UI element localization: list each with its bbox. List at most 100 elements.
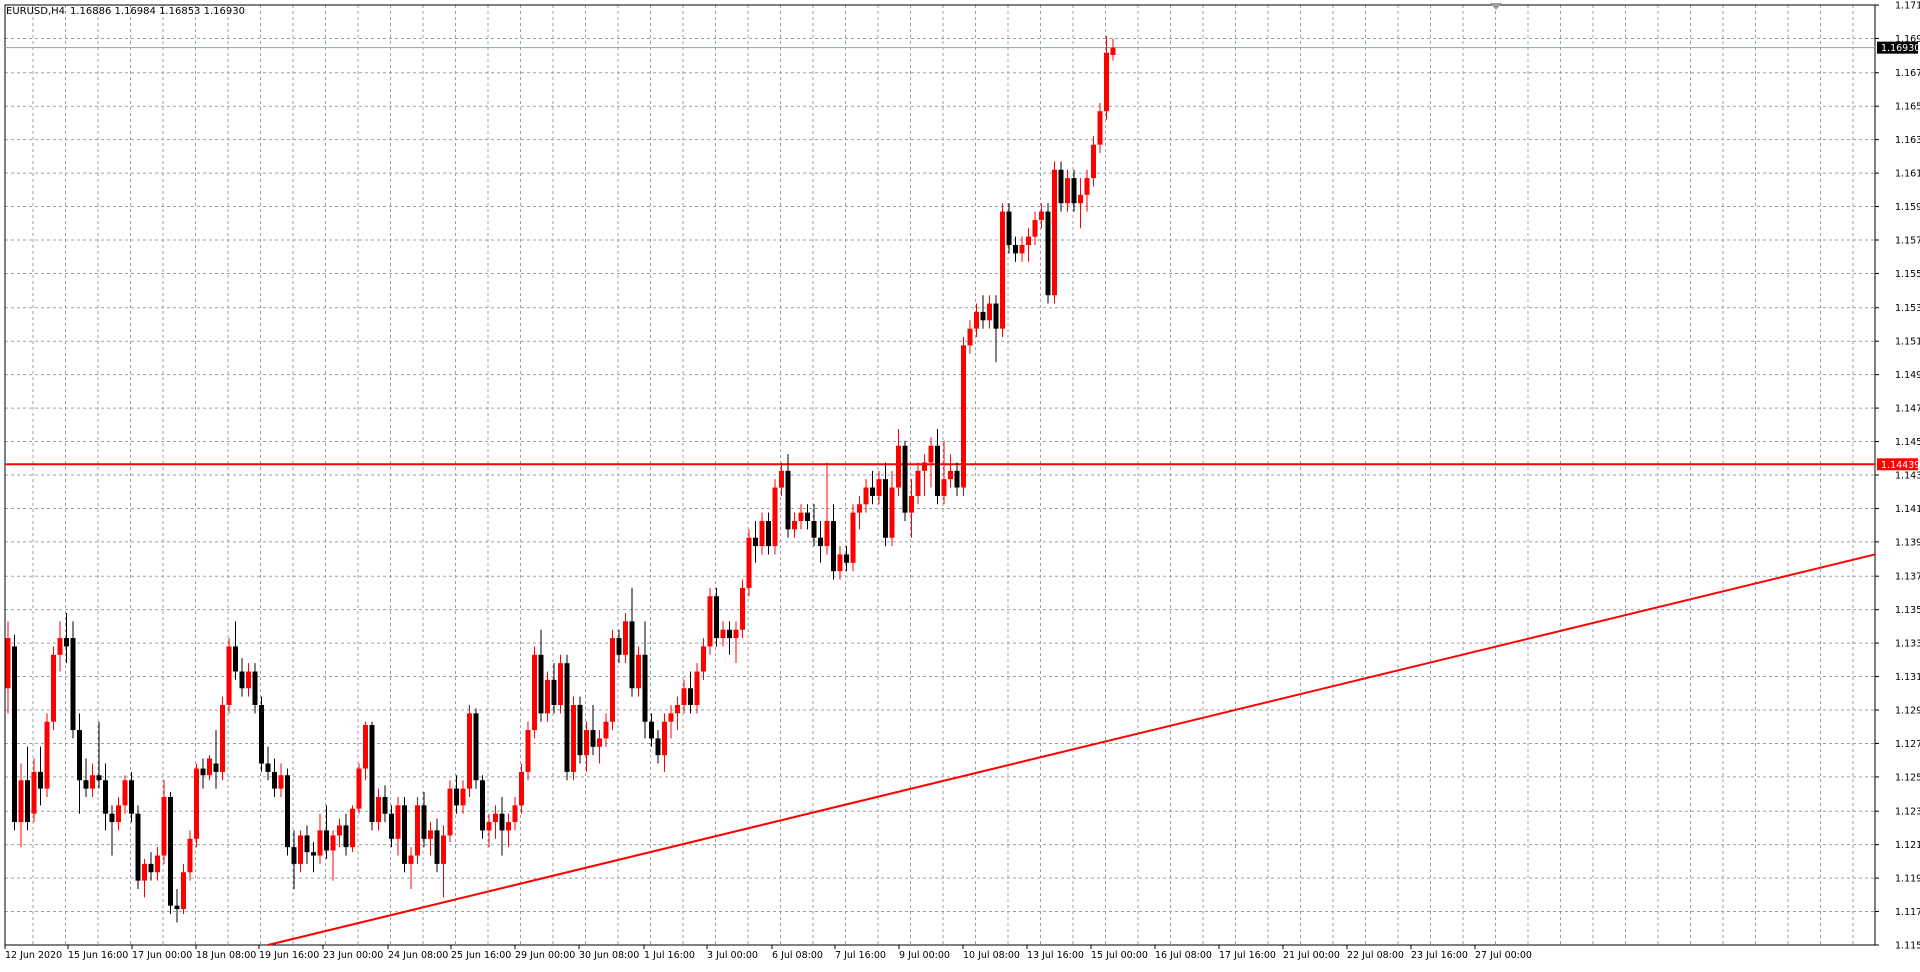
candle-body — [1026, 236, 1031, 246]
candle-body — [129, 780, 134, 814]
candle-body — [668, 713, 674, 722]
candle-body — [896, 445, 901, 488]
price-tick-label: 1.12165 — [1895, 840, 1920, 851]
candle-body — [928, 445, 934, 463]
candle-body — [1006, 211, 1012, 246]
candle-body — [551, 679, 557, 705]
candle-body — [324, 830, 329, 851]
time-tick-label: 23 Jul 16:00 — [1411, 950, 1468, 961]
candle-body — [428, 830, 433, 839]
candle-body — [694, 671, 700, 705]
candle-body — [538, 654, 544, 714]
candle-body — [688, 688, 693, 705]
candle-body — [863, 487, 869, 505]
price-tick-label: 1.15780 — [1895, 236, 1920, 247]
candle-body — [993, 303, 999, 329]
candle-body — [1013, 245, 1018, 254]
candle-body — [753, 537, 758, 547]
candle-body — [980, 311, 986, 321]
candle-body — [883, 479, 888, 538]
level-price-label: 1.14439 — [1881, 460, 1920, 471]
candle-body — [415, 805, 420, 856]
price-tick-label: 1.15580 — [1895, 269, 1920, 280]
price-tick-label: 1.14175 — [1895, 504, 1920, 515]
price-tick-label: 1.17185 — [1895, 1, 1920, 12]
price-tick-label: 1.12970 — [1895, 706, 1920, 717]
candle-body — [168, 796, 173, 906]
candle-body — [1091, 144, 1096, 179]
candle-body — [720, 629, 726, 639]
candle-body — [252, 671, 258, 705]
candle-body — [811, 520, 817, 538]
candle-body — [1104, 52, 1109, 112]
candle-body — [434, 830, 440, 864]
candle-body — [109, 813, 115, 823]
candle-body — [467, 713, 472, 789]
candle-body — [343, 825, 349, 848]
candle-body — [233, 646, 238, 672]
time-axis: 12 Jun 2020 15 Jun 16:00 17 Jun 00:00 18 Ju… — [4, 945, 1532, 961]
candle-body — [181, 872, 186, 910]
candle-body — [38, 771, 43, 789]
candle-body — [558, 663, 563, 705]
price-tick-label: 1.15980 — [1895, 202, 1920, 213]
price-tick-label: 1.16380 — [1895, 135, 1920, 146]
time-tick-label: 29 Jun 00:00 — [515, 950, 575, 961]
candle-body — [902, 445, 908, 513]
candle-body — [707, 596, 713, 647]
price-tick-label: 1.13570 — [1895, 605, 1920, 616]
candle-body — [330, 835, 336, 851]
candle-body — [525, 730, 531, 772]
candle-body — [1084, 178, 1090, 195]
bid-price-label: 1.16930 — [1881, 43, 1920, 54]
candle-body — [564, 663, 570, 772]
candle-body — [272, 771, 277, 789]
candle-body — [603, 721, 609, 739]
candle-body — [1071, 178, 1077, 204]
candle-body — [44, 721, 50, 789]
candle-body — [356, 768, 362, 809]
candle-body — [317, 830, 323, 856]
candle-body — [922, 462, 927, 471]
candle-body — [798, 512, 804, 521]
scroll-marker-icon[interactable] — [1490, 3, 1502, 10]
price-axis: 1.17185 1.16985 1.16780 1.16580 1.16380 1.161… — [1875, 1, 1920, 952]
price-tick-label: 1.14575 — [1895, 437, 1920, 448]
candle-body — [649, 721, 654, 739]
candle-body — [785, 470, 791, 530]
candle-body — [915, 470, 921, 496]
candle-body — [629, 621, 635, 689]
candle-body — [571, 704, 576, 772]
candle-body — [844, 554, 849, 563]
candle-body — [961, 345, 966, 488]
price-tick-label: 1.13975 — [1895, 537, 1920, 548]
time-tick-label: 21 Jul 00:00 — [1283, 950, 1340, 961]
candle-body — [486, 822, 492, 831]
candle-body — [389, 813, 394, 839]
candle-body — [480, 780, 485, 831]
price-tick-label: 1.16780 — [1895, 68, 1920, 79]
candle-body — [25, 780, 30, 823]
candle-body — [1097, 111, 1103, 145]
candle-body — [655, 738, 661, 756]
candle-body — [597, 738, 602, 747]
candle-body — [161, 796, 167, 856]
candle-body — [824, 520, 830, 547]
candle-body — [876, 479, 882, 496]
time-tick-label: 27 Jul 00:00 — [1475, 950, 1532, 961]
candle-body — [1078, 194, 1083, 204]
candle-body — [350, 808, 355, 848]
candle-body — [610, 638, 615, 722]
candle-body — [291, 847, 297, 864]
candle-body — [792, 520, 797, 530]
price-tick-label: 1.13770 — [1895, 572, 1920, 583]
candle-body — [70, 638, 76, 731]
time-tick-label: 17 Jul 16:00 — [1219, 950, 1276, 961]
candle-body — [421, 805, 427, 839]
levels — [5, 47, 1875, 466]
candle-body — [473, 713, 479, 781]
candle-body — [174, 905, 180, 910]
candle-body — [31, 771, 37, 814]
